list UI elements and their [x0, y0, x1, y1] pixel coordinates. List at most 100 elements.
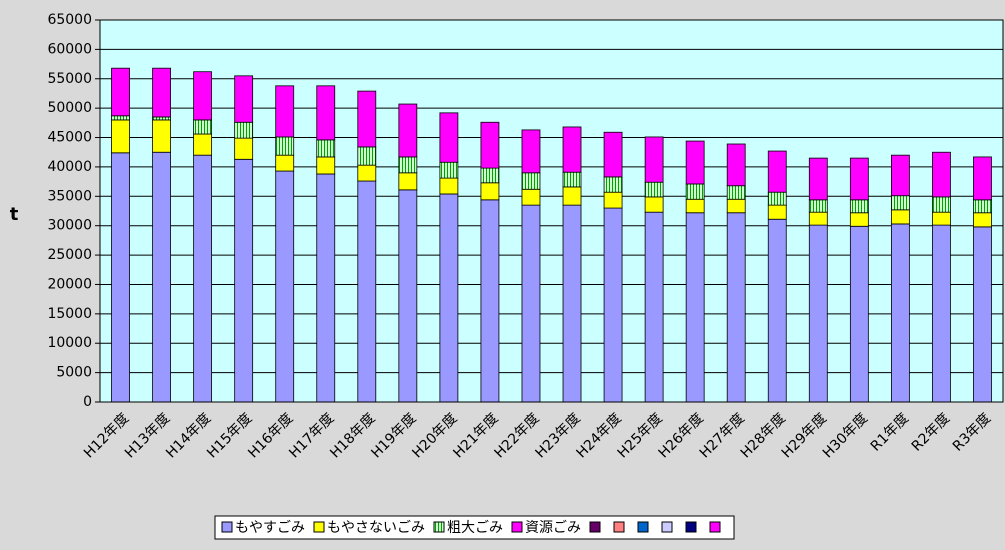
y-tick-label: 40000	[47, 159, 92, 175]
x-tick-label: R1年度	[868, 410, 912, 454]
y-tick-label: 5000	[56, 365, 92, 381]
bar-segment	[973, 226, 992, 403]
bar-segment	[111, 119, 130, 154]
x-tick-label: H30年度	[820, 410, 871, 461]
y-tick-label: 25000	[47, 247, 92, 263]
bar-segment	[398, 103, 418, 158]
bar-segment	[152, 116, 171, 121]
bar-segment	[234, 137, 254, 160]
bar-segment	[685, 183, 705, 200]
legend-swatch	[511, 521, 523, 533]
bar-segment	[890, 154, 910, 197]
bar-segment	[562, 171, 582, 188]
bar-segment	[973, 156, 992, 201]
bar-segment	[685, 198, 705, 214]
bar-segment	[849, 157, 869, 201]
bar-segment	[111, 152, 130, 403]
bar-segment	[562, 204, 582, 403]
bar-segment	[193, 133, 213, 156]
bar-segment	[152, 151, 171, 403]
bar-segment	[685, 140, 705, 185]
legend-swatch	[637, 521, 649, 533]
legend-swatch	[433, 521, 445, 533]
bar-segment	[152, 67, 171, 118]
bar-segment	[808, 224, 828, 403]
legend-swatch	[661, 521, 673, 533]
bar-segment	[521, 204, 541, 403]
y-tick-label: 30000	[47, 218, 92, 234]
bar-segment	[890, 195, 910, 211]
bar-segment	[357, 146, 377, 166]
y-tick-label: 0	[83, 394, 92, 410]
bar-segment	[849, 199, 869, 214]
bar-segment	[603, 176, 623, 193]
bar-segment	[439, 161, 459, 179]
bar-segment	[932, 151, 951, 198]
x-tick-label: R3年度	[950, 410, 994, 454]
bar-segment	[111, 67, 130, 117]
bar-segment	[316, 156, 336, 175]
bar-segment	[644, 136, 664, 183]
bar-segment	[234, 121, 254, 139]
bar-segment	[480, 182, 500, 201]
y-tick-label: 65000	[47, 12, 92, 28]
bar-segment	[767, 204, 787, 220]
legend-swatch	[685, 521, 697, 533]
legend-swatch	[589, 521, 601, 533]
bar-segment	[603, 207, 623, 403]
bar-segment	[439, 193, 459, 403]
bar-segment	[685, 212, 705, 403]
bar-segment	[521, 188, 541, 206]
legend-box	[214, 515, 735, 540]
bar-segment	[480, 167, 500, 184]
bar-segment	[398, 189, 418, 403]
y-tick-label: 45000	[47, 130, 92, 146]
bar-segment	[932, 211, 951, 226]
legend-label: もやさないごみ	[327, 520, 425, 536]
bar-segment	[398, 172, 418, 191]
bar-segment	[398, 156, 418, 174]
bar-segment	[521, 129, 541, 174]
bar-segment	[726, 185, 746, 200]
bar-segment	[152, 119, 171, 153]
bar-segment	[603, 131, 623, 178]
x-tick-label: R2年度	[909, 410, 953, 454]
bar-segment	[932, 224, 951, 403]
bar-segment	[316, 85, 336, 141]
bar-segment	[726, 143, 746, 187]
y-tick-label: 20000	[47, 276, 92, 292]
bar-segment	[357, 90, 377, 148]
bar-segment	[275, 85, 295, 138]
bar-segment	[275, 136, 295, 156]
bar-segment	[275, 170, 295, 403]
bar-segment	[357, 164, 377, 182]
bar-segment	[726, 198, 746, 214]
bar-segment	[726, 212, 746, 403]
bar-segment	[439, 177, 459, 195]
bar-segment	[644, 196, 664, 213]
bar-segment	[275, 154, 295, 172]
y-axis-label: t	[10, 204, 19, 225]
legend-swatch	[221, 521, 233, 533]
legend-label: もやすごみ	[235, 520, 305, 536]
legend-label: 粗大ごみ	[447, 520, 503, 536]
bar-segment	[357, 180, 377, 403]
y-tick-label: 10000	[47, 335, 92, 351]
bar-segment	[111, 115, 130, 121]
bar-segment	[562, 186, 582, 206]
bar-segment	[808, 211, 828, 226]
bar-segment	[849, 225, 869, 403]
bar-segment	[767, 191, 787, 206]
legend-swatch	[313, 521, 325, 533]
bar-segment	[603, 191, 623, 209]
legend-label: 資源ごみ	[525, 520, 581, 536]
bar-segment	[562, 126, 582, 173]
y-tick-label: 60000	[47, 41, 92, 57]
bar-segment	[932, 196, 951, 213]
bar-segment	[439, 112, 459, 163]
bar-segment	[849, 212, 869, 227]
bar-segment	[316, 173, 336, 403]
bar-segment	[480, 199, 500, 403]
bar-segment	[973, 212, 992, 228]
bar-segment	[480, 121, 500, 169]
